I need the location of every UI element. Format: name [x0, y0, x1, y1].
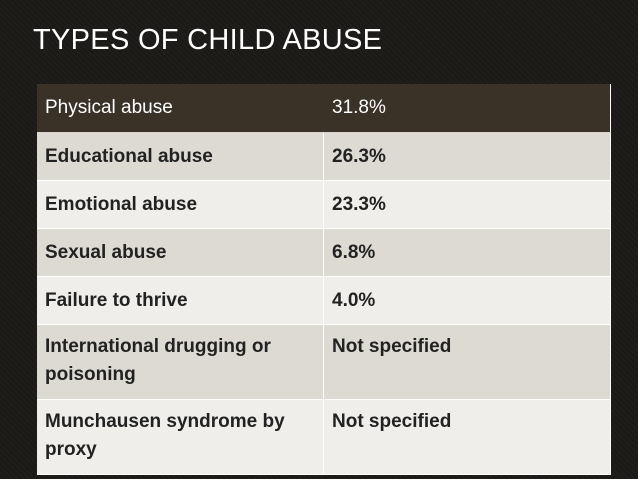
cell-type: Munchausen syndrome by proxy — [37, 399, 324, 475]
cell-value: 4.0% — [323, 276, 611, 325]
cell-value: Not specified — [323, 399, 611, 475]
table-row-header: Physical abuse 31.8% — [37, 84, 611, 133]
table-row: Educational abuse 26.3% — [37, 132, 611, 181]
cell-value: 26.3% — [323, 132, 611, 181]
table-row: Munchausen syndrome by proxy Not specifi… — [37, 399, 611, 475]
cell-value: 23.3% — [323, 180, 611, 229]
slide-title: TYPES OF CHILD ABUSE — [33, 24, 383, 56]
table-row: Failure to thrive 4.0% — [37, 276, 611, 325]
table-row: Emotional abuse 23.3% — [37, 180, 611, 229]
cell-value: Not specified — [323, 324, 611, 400]
cell-type: Educational abuse — [37, 132, 324, 181]
table-row: Sexual abuse 6.8% — [37, 228, 611, 277]
table-row: International drugging or poisoning Not … — [37, 324, 611, 400]
cell-type: Sexual abuse — [37, 228, 324, 277]
cell-value: 6.8% — [323, 228, 611, 277]
cell-value: 31.8% — [323, 84, 611, 133]
cell-type: Failure to thrive — [37, 276, 324, 325]
cell-type: Emotional abuse — [37, 180, 324, 229]
cell-type: Physical abuse — [37, 84, 324, 133]
cell-type: International drugging or poisoning — [37, 324, 324, 400]
abuse-types-table: Physical abuse 31.8% Educational abuse 2… — [37, 84, 611, 475]
